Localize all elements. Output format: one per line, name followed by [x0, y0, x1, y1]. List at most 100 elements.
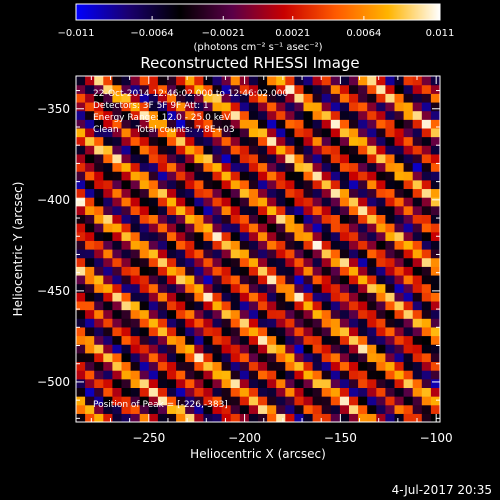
heatmap-cell — [276, 378, 286, 388]
heatmap-cell — [157, 274, 168, 285]
heatmap-cell — [303, 101, 314, 112]
heatmap-cell — [339, 361, 350, 371]
heatmap-cell — [430, 145, 440, 155]
heatmap-cell — [294, 387, 305, 397]
heatmap-cell — [358, 318, 368, 328]
heatmap-cell — [212, 318, 223, 328]
heatmap-cell — [176, 145, 186, 155]
heatmap-cell — [421, 326, 432, 337]
heatmap-cell — [258, 335, 268, 345]
heatmap-cell — [367, 249, 377, 259]
heatmap-cell — [203, 387, 214, 397]
heatmap-cell — [76, 110, 86, 120]
heatmap-cell — [194, 413, 204, 422]
heatmap-cell — [421, 205, 432, 215]
heatmap-cell — [376, 214, 386, 224]
heatmap-cell — [194, 318, 204, 328]
heatmap-cell — [339, 240, 350, 250]
heatmap-cell — [349, 300, 359, 311]
heatmap-cell — [258, 344, 268, 354]
heatmap-cell — [167, 370, 177, 380]
heatmap-cell — [157, 110, 168, 120]
heatmap-cell — [258, 179, 268, 190]
heatmap-cell — [303, 309, 314, 319]
heatmap-cell — [239, 274, 250, 285]
heatmap-cell — [349, 266, 359, 276]
heatmap-cell — [303, 318, 314, 328]
heatmap-cell — [85, 326, 95, 337]
heatmap-cell — [376, 101, 386, 112]
heatmap-cell — [421, 214, 432, 224]
heatmap-cell — [358, 249, 368, 259]
heatmap-cell — [248, 249, 259, 259]
heatmap-cell — [239, 136, 250, 146]
heatmap-cell — [130, 127, 141, 138]
heatmap-cell — [185, 266, 195, 276]
heatmap-cell — [194, 188, 204, 198]
heatmap-cell — [294, 309, 305, 319]
heatmap-cell — [112, 249, 123, 259]
heatmap-cell — [267, 274, 277, 285]
heatmap-cell — [230, 171, 241, 181]
heatmap-cell — [148, 361, 159, 371]
heatmap-cell — [212, 84, 223, 94]
heatmap-cell — [394, 197, 405, 207]
heatmap-cell — [167, 188, 177, 198]
heatmap-cell — [85, 93, 95, 103]
heatmap-cell — [330, 396, 341, 406]
heatmap-cell — [230, 214, 241, 224]
heatmap-cell — [221, 352, 232, 363]
heatmap-cell — [121, 101, 132, 112]
heatmap-cell — [148, 197, 159, 207]
heatmap-cell — [349, 145, 359, 155]
heatmap-cell — [303, 153, 314, 164]
heatmap-cell — [421, 292, 432, 302]
heatmap-cell — [103, 162, 113, 172]
heatmap-cell — [221, 231, 232, 241]
heatmap-cell — [421, 249, 432, 259]
heatmap-cell — [221, 404, 232, 414]
heatmap-cell — [321, 197, 332, 207]
heatmap-cell — [85, 335, 95, 345]
heatmap-cell — [267, 257, 277, 267]
heatmap-cell — [285, 370, 295, 380]
heatmap-cell — [176, 240, 186, 250]
heatmap-cell — [349, 223, 359, 233]
heatmap-cell — [76, 396, 86, 406]
heatmap-cell — [394, 127, 405, 138]
heatmap-cell — [376, 396, 386, 406]
heatmap-cell — [258, 110, 268, 120]
heatmap-cell — [267, 153, 277, 164]
heatmap-cell — [130, 231, 141, 241]
heatmap-cell — [330, 145, 341, 155]
heatmap-cell — [167, 309, 177, 319]
heatmap-cell — [176, 335, 186, 345]
heatmap-cell — [157, 171, 168, 181]
heatmap-cell — [367, 197, 377, 207]
heatmap-cell — [321, 223, 332, 233]
heatmap-cell — [312, 387, 323, 397]
heatmap-cell — [376, 127, 386, 138]
timestamp: 4-Jul-2017 20:35 — [392, 483, 492, 497]
heatmap-cell — [367, 171, 377, 181]
heatmap-cell — [385, 127, 396, 138]
heatmap-cell — [385, 84, 396, 94]
heatmap-cell — [221, 292, 232, 302]
heatmap-cell — [185, 101, 195, 112]
heatmap-cell — [385, 214, 396, 224]
heatmap-cell — [212, 171, 223, 181]
heatmap-cell — [176, 361, 186, 371]
heatmap-cell — [212, 326, 223, 337]
heatmap-cell — [258, 266, 268, 276]
heatmap-cell — [267, 335, 277, 345]
colorbar-ticks: −0.011 −0.0064 −0.0021 0.0021 0.0064 0.011 — [57, 16, 454, 39]
heatmap-cell — [349, 309, 359, 319]
heatmap-cell — [248, 136, 259, 146]
heatmap-cell — [285, 283, 295, 293]
heatmap-cell — [276, 283, 286, 293]
heatmap-cell — [185, 378, 195, 388]
heatmap-cell — [203, 231, 214, 241]
heatmap-cell — [258, 162, 268, 172]
heatmap-cell — [76, 162, 86, 172]
heatmap-cell — [330, 387, 341, 397]
